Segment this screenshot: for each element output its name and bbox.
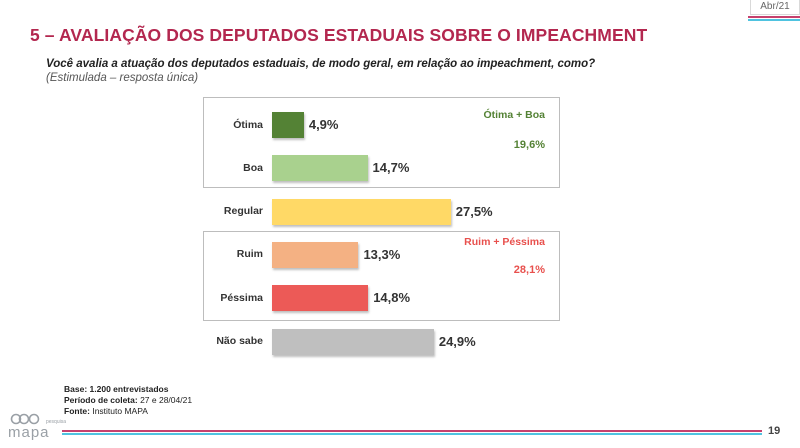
value-label: 4,9%	[308, 117, 339, 132]
footer-base: Base: 1.200 entrevistados	[64, 384, 169, 394]
logo-text: mapa	[8, 424, 50, 441]
bar-boa	[272, 155, 368, 182]
value-label: 27,5%	[455, 203, 493, 219]
bar-regular	[272, 198, 451, 225]
category-label: Boa	[243, 162, 263, 174]
group-label-positive: Ótima + Boa	[483, 109, 545, 121]
top-accent-line-pink	[748, 16, 800, 18]
page-number: 19	[768, 425, 781, 437]
footer-period: Período de coleta: 27 e 28/04/21	[64, 395, 193, 405]
bar-ruim	[272, 241, 359, 268]
group-box-negative	[203, 231, 560, 321]
group-label-negative: Ruim + Péssima	[464, 236, 545, 248]
bar-otima	[272, 112, 304, 138]
bar-nao-sabe	[272, 328, 434, 355]
value-label: 14,7%	[372, 160, 410, 176]
bottom-accent-line-blue	[62, 433, 762, 435]
category-label: Não sabe	[216, 335, 263, 347]
category-label: Ruim	[236, 248, 263, 260]
group-value-negative: 28,1%	[513, 264, 545, 276]
value-label: 24,9%	[438, 333, 476, 349]
group-value-positive: 19,6%	[513, 139, 545, 151]
category-label: Ótima	[233, 119, 263, 131]
footer-source: Fonte: Instituto MAPA	[64, 406, 148, 416]
footer-notes: Base: 1.200 entrevistados Período de col…	[64, 384, 192, 417]
question-text: Você avalia a atuação dos deputados esta…	[46, 58, 596, 70]
mapa-logo-icon	[10, 413, 40, 425]
bar-pessima	[272, 285, 369, 312]
logo-subtext: pesquisa	[46, 419, 67, 425]
category-label: Regular	[223, 205, 263, 217]
page-title: 5 – AVALIAÇÃO DOS DEPUTADOS ESTADUAIS SO…	[30, 25, 648, 45]
question-subtitle: (Estimulada – resposta única)	[46, 72, 199, 84]
value-label: 14,8%	[373, 290, 411, 306]
bottom-accent-line-pink	[62, 430, 762, 432]
category-label: Péssima	[220, 292, 263, 304]
top-accent-line-blue	[748, 19, 800, 21]
date-tab: Abr/21	[750, 0, 800, 15]
group-box-positive	[203, 97, 560, 188]
value-label: 13,3%	[363, 246, 401, 262]
